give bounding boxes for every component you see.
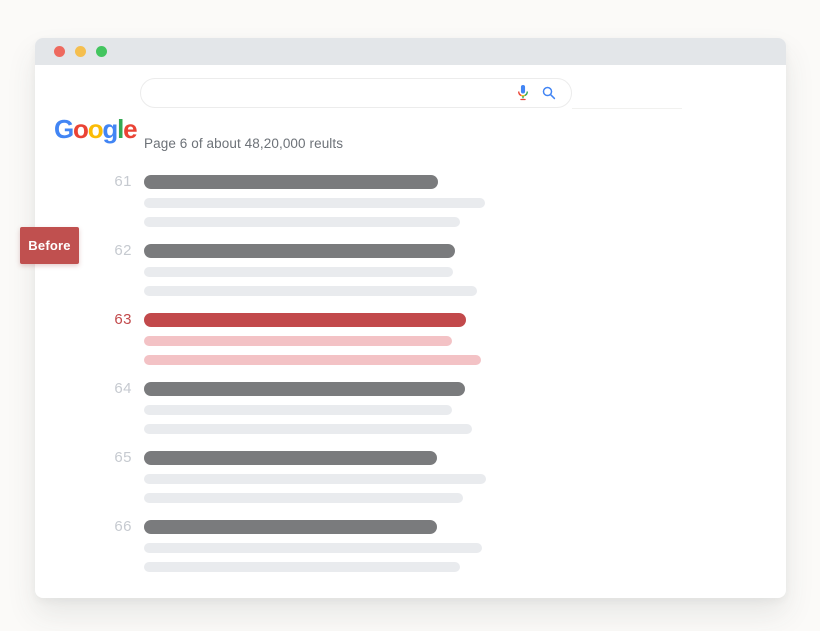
search-result-row[interactable]: 61: [35, 173, 786, 227]
result-title-bar[interactable]: [144, 313, 466, 327]
result-snippet-bar-1: [144, 405, 452, 415]
google-logo-letter: e: [123, 114, 137, 144]
search-result-row[interactable]: 66: [35, 518, 786, 572]
result-title-bar[interactable]: [144, 244, 455, 258]
result-snippet-bar-1: [144, 543, 482, 553]
result-rank: 64: [114, 380, 132, 397]
search-result-row[interactable]: 62: [35, 242, 786, 296]
mic-icon[interactable]: [517, 84, 529, 102]
google-logo-letter: o: [87, 114, 104, 144]
search-result-row[interactable]: 63: [35, 311, 786, 365]
google-logo-letter: G: [54, 114, 74, 144]
result-snippet-bar-1: [144, 336, 452, 346]
result-snippet-bar-2: [144, 217, 460, 227]
result-title-bar[interactable]: [144, 175, 438, 189]
search-input[interactable]: [155, 84, 517, 102]
browser-window: Google Page 6 of ab: [35, 38, 786, 598]
minimize-window-button[interactable]: [75, 46, 86, 57]
result-placeholder-bars: [144, 451, 486, 503]
results-list: 61 62 63 64 65: [35, 173, 786, 589]
results-summary: Page 6 of about 48,20,000 reults: [144, 136, 344, 151]
result-placeholder-bars: [144, 520, 482, 572]
result-rank: 65: [114, 449, 132, 466]
window-titlebar: [35, 38, 786, 65]
close-window-button[interactable]: [54, 46, 65, 57]
result-snippet-bar-2: [144, 424, 472, 434]
result-snippet-bar-1: [144, 474, 486, 484]
result-rank: 63: [114, 311, 132, 328]
result-rank: 61: [114, 173, 132, 190]
result-title-bar[interactable]: [144, 451, 437, 465]
result-snippet-bar-2: [144, 355, 481, 365]
result-placeholder-bars: [144, 313, 481, 365]
result-snippet-bar-2: [144, 286, 477, 296]
result-snippet-bar-2: [144, 493, 463, 503]
maximize-window-button[interactable]: [96, 46, 107, 57]
google-logo-letter: g: [102, 114, 118, 144]
result-snippet-bar-2: [144, 562, 460, 572]
header-divider: [572, 108, 682, 109]
result-placeholder-bars: [144, 244, 477, 296]
result-rank: 66: [114, 518, 132, 535]
google-logo-letter: o: [73, 114, 89, 144]
result-placeholder-bars: [144, 382, 472, 434]
result-title-bar[interactable]: [144, 520, 437, 534]
result-placeholder-bars: [144, 175, 485, 227]
search-icon[interactable]: [542, 86, 556, 100]
search-result-row[interactable]: 65: [35, 449, 786, 503]
result-snippet-bar-1: [144, 267, 453, 277]
google-logo: Google: [54, 114, 138, 144]
search-result-row[interactable]: 64: [35, 380, 786, 434]
result-snippet-bar-1: [144, 198, 485, 208]
result-title-bar[interactable]: [144, 382, 465, 396]
search-bar[interactable]: [140, 78, 572, 108]
google-logo-letter: l: [117, 114, 124, 144]
result-rank: 62: [114, 242, 132, 259]
before-badge: Before: [20, 227, 79, 264]
